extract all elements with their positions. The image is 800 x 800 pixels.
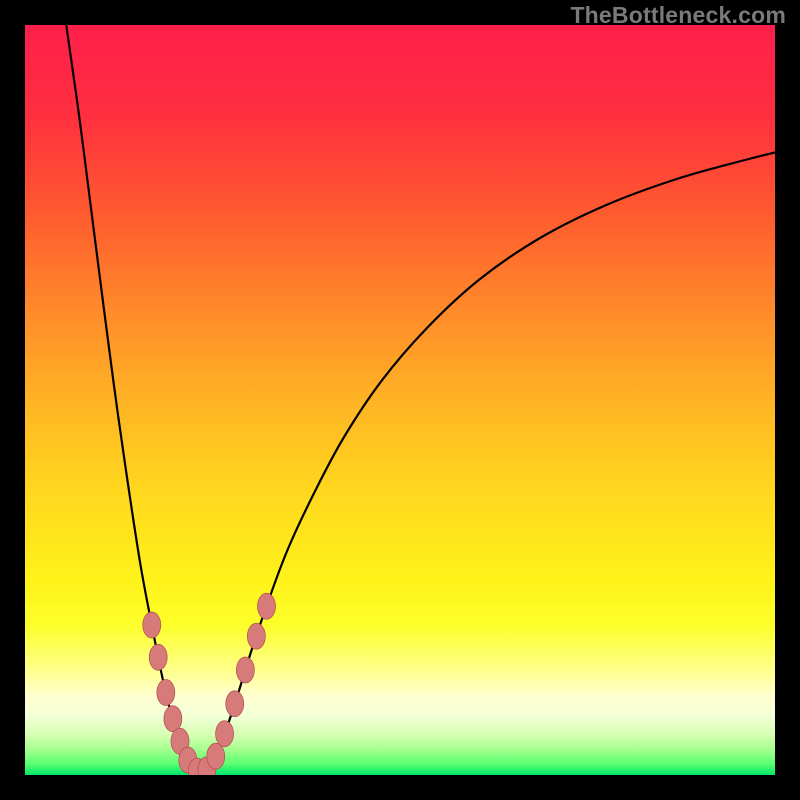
curve-right	[202, 153, 775, 774]
data-marker	[164, 706, 182, 732]
data-marker	[207, 743, 225, 769]
data-marker	[143, 612, 161, 638]
data-marker	[157, 680, 175, 706]
data-marker	[247, 623, 265, 649]
curve-left	[66, 25, 202, 774]
data-marker	[258, 593, 276, 619]
plot-svg	[0, 0, 800, 800]
data-marker	[216, 721, 234, 747]
watermark-text: TheBottleneck.com	[570, 2, 786, 29]
chart-stage: TheBottleneck.com	[0, 0, 800, 800]
data-marker	[236, 657, 254, 683]
data-marker	[226, 691, 244, 717]
data-marker	[149, 644, 167, 670]
